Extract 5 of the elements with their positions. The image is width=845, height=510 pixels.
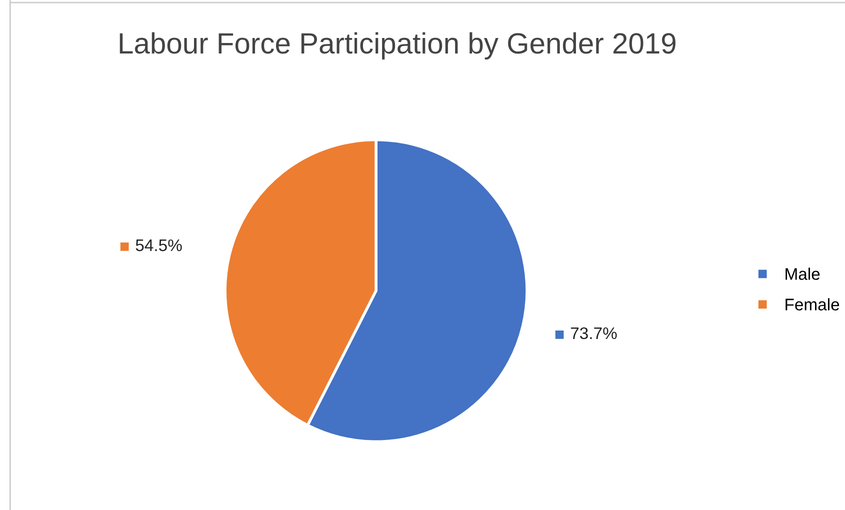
legend-label: Female — [786, 298, 840, 310]
data-label: 73.7% — [570, 327, 617, 340]
data-label: 54.5% — [136, 239, 182, 252]
legend-label: Male — [786, 268, 820, 280]
chart-title: Labour Force Participation by Gender 2019 — [120, 32, 676, 60]
